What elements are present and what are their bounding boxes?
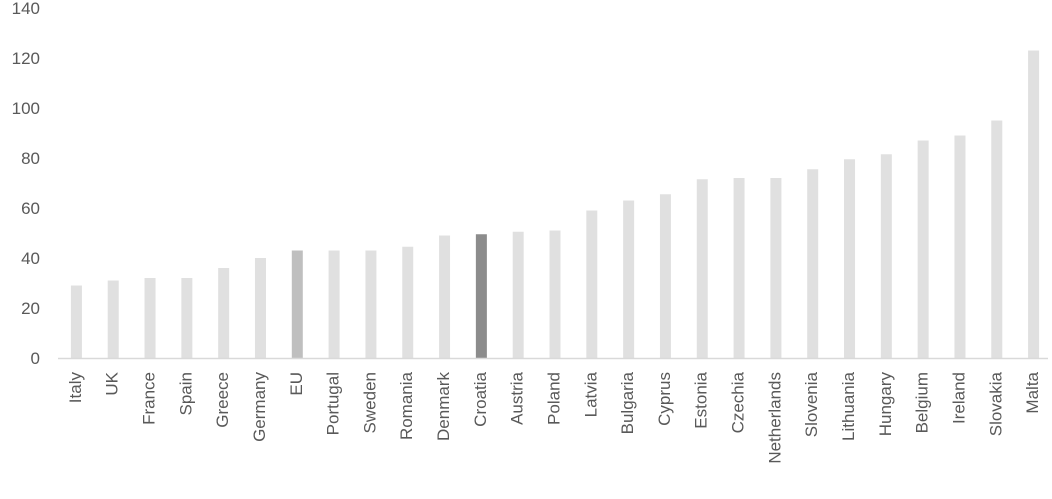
x-tick-label-latvia: Latvia bbox=[581, 371, 600, 417]
bar-czechia bbox=[733, 178, 745, 358]
y-axis-ticks: 0 20 40 60 80 100 120 140 bbox=[12, 0, 40, 368]
bar-netherlands bbox=[770, 178, 782, 358]
x-tick-label-estonia: Estonia bbox=[692, 371, 711, 428]
x-tick-label-ireland: Ireland bbox=[949, 372, 968, 424]
bar-malta bbox=[1028, 50, 1040, 358]
bar-austria bbox=[512, 231, 524, 358]
x-tick-label-germany: Germany bbox=[250, 372, 269, 442]
bar-spain bbox=[181, 278, 193, 358]
x-tick-label-portugal: Portugal bbox=[324, 372, 343, 435]
x-tick-label-romania: Romania bbox=[397, 371, 416, 440]
y-tick-label: 100 bbox=[12, 99, 40, 118]
y-tick-label: 40 bbox=[21, 249, 40, 268]
bar-poland bbox=[549, 230, 561, 358]
y-tick-label: 60 bbox=[21, 199, 40, 218]
x-tick-label-slovenia: Slovenia bbox=[802, 371, 821, 437]
bar-uk bbox=[107, 280, 119, 358]
bar-slovenia bbox=[807, 169, 819, 358]
x-tick-label-eu: EU bbox=[287, 372, 306, 396]
bar-hungary bbox=[880, 154, 892, 358]
bar-croatia bbox=[475, 234, 487, 358]
bar-slovakia bbox=[991, 120, 1003, 358]
x-tick-label-belgium: Belgium bbox=[913, 372, 932, 433]
y-tick-label: 0 bbox=[31, 349, 40, 368]
x-tick-label-bulgaria: Bulgaria bbox=[618, 371, 637, 434]
x-tick-label-malta: Malta bbox=[1023, 371, 1042, 413]
x-tick-label-cyprus: Cyprus bbox=[655, 372, 674, 426]
bar-italy bbox=[70, 285, 82, 358]
x-tick-label-sweden: Sweden bbox=[360, 372, 379, 433]
y-tick-label: 120 bbox=[12, 49, 40, 68]
x-tick-label-spain: Spain bbox=[176, 372, 195, 415]
bar-latvia bbox=[586, 210, 598, 358]
x-tick-label-czechia: Czechia bbox=[729, 371, 748, 433]
bar-romania bbox=[402, 246, 414, 358]
bar-ireland bbox=[954, 135, 966, 358]
x-tick-label-austria: Austria bbox=[508, 371, 527, 424]
bar-belgium bbox=[917, 140, 929, 358]
bar-greece bbox=[218, 268, 230, 358]
x-tick-label-netherlands: Netherlands bbox=[765, 372, 784, 464]
bar-sweden bbox=[365, 250, 377, 358]
x-tick-label-denmark: Denmark bbox=[434, 372, 453, 441]
bar-portugal bbox=[328, 250, 340, 358]
x-tick-label-hungary: Hungary bbox=[876, 372, 895, 437]
x-tick-label-croatia: Croatia bbox=[471, 371, 490, 426]
y-tick-label: 20 bbox=[21, 299, 40, 318]
x-tick-label-italy: Italy bbox=[66, 372, 85, 404]
x-tick-label-greece: Greece bbox=[213, 372, 232, 428]
bar-eu bbox=[291, 250, 303, 358]
bar-lithuania bbox=[844, 159, 856, 358]
bar-bulgaria bbox=[623, 200, 635, 358]
y-tick-label: 140 bbox=[12, 0, 40, 18]
bar-estonia bbox=[696, 179, 708, 358]
x-tick-label-lithuania: Lithuania bbox=[839, 371, 858, 441]
bar-denmark bbox=[439, 235, 451, 358]
bar-cyprus bbox=[659, 194, 671, 358]
x-tick-label-uk: UK bbox=[103, 371, 122, 395]
y-tick-label: 80 bbox=[21, 149, 40, 168]
x-tick-label-france: France bbox=[140, 372, 159, 425]
x-axis-tick-labels: Italy UK France Spain Greece Germany EU Portuga… bbox=[66, 371, 1042, 463]
bar-germany bbox=[254, 258, 266, 358]
bar-france bbox=[144, 278, 156, 358]
x-tick-label-poland: Poland bbox=[544, 372, 563, 425]
x-tick-label-slovakia: Slovakia bbox=[986, 371, 1005, 436]
bars bbox=[70, 50, 1040, 358]
